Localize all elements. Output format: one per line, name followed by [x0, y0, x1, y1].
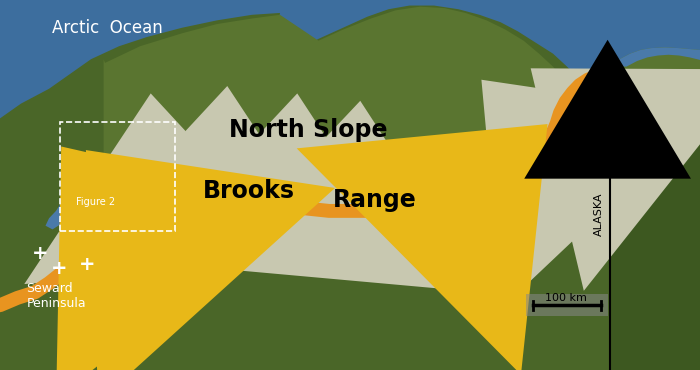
Text: N: N [601, 50, 615, 68]
Bar [526, 294, 608, 316]
Text: Arctic  Ocean: Arctic Ocean [52, 19, 163, 37]
Polygon shape [546, 85, 612, 113]
Text: Brooks: Brooks [202, 179, 295, 202]
Text: +: + [51, 259, 68, 278]
Polygon shape [0, 6, 610, 370]
Text: Range: Range [332, 188, 416, 212]
Bar [60, 122, 175, 231]
Text: Figure 2: Figure 2 [76, 196, 115, 207]
Text: ALASKA: ALASKA [594, 193, 604, 236]
Text: North Slope: North Slope [229, 118, 387, 141]
Polygon shape [46, 168, 91, 229]
Polygon shape [104, 7, 602, 231]
Text: +: + [79, 255, 96, 274]
Polygon shape [70, 142, 602, 237]
Polygon shape [601, 47, 700, 152]
Polygon shape [609, 47, 700, 67]
Polygon shape [0, 222, 70, 340]
Polygon shape [210, 185, 511, 210]
Text: CANADA: CANADA [573, 124, 583, 172]
Polygon shape [610, 78, 700, 370]
Text: 100 km: 100 km [545, 293, 587, 303]
Text: +: + [32, 244, 48, 263]
Text: Seward
Peninsula: Seward Peninsula [27, 282, 86, 310]
